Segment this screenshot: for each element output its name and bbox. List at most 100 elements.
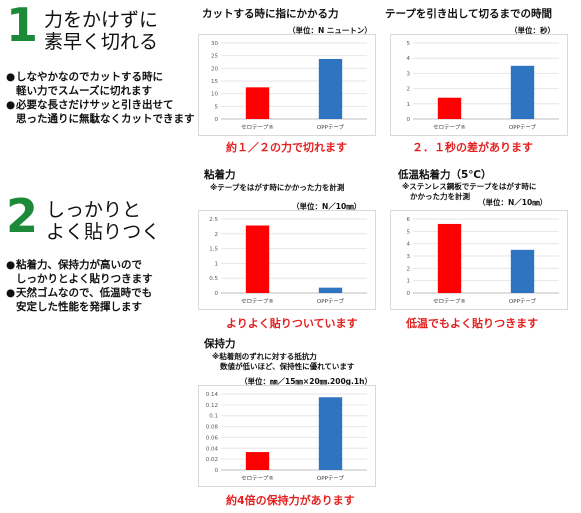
section1-heading-line1: 力をかけずに <box>44 9 159 31</box>
x-tick-label: OPPテープ <box>509 298 537 305</box>
x-tick-label: セロテープ® <box>241 124 274 131</box>
x-tick-label: セロテープ® <box>433 124 466 131</box>
section1-bullet-2: ●必要な長さだけサッと引き出せて 思った通りに無駄なくカットできます <box>6 99 195 126</box>
bullet-text: 安定した性能を発揮します <box>16 300 142 313</box>
y-tick-label: 0.5 <box>209 276 218 282</box>
cut-time-title: テープを引き出して切るまでの時間 <box>385 8 553 20</box>
bullet-dot-icon: ● <box>6 99 16 111</box>
section2-bullet-2: ●天然ゴムなので、低温時でも 安定した性能を発揮します <box>6 287 152 314</box>
holding-title: 保持力 <box>204 338 236 350</box>
y-tick-label: 1 <box>407 279 411 285</box>
section2-heading: しっかりと よく貼りつく <box>46 199 161 244</box>
bullet-dot-icon: ● <box>6 259 16 271</box>
bar <box>510 249 535 293</box>
cut-force-unit: （単位：N ニュートン） <box>288 26 372 35</box>
low-temp-caption: 低温でもよく貼りつきます <box>406 317 539 330</box>
y-tick-label: 15 <box>211 79 218 85</box>
section2-bullet-1: ●粘着力、保持力が高いので しっかりとよく貼りつきます <box>6 259 153 286</box>
bullet-text: 必要な長さだけサッと引き出せて <box>16 99 174 111</box>
y-tick-label: 5 <box>215 104 219 110</box>
y-tick-label: 1 <box>407 102 411 108</box>
bar <box>318 58 343 119</box>
cut-force-chart: 0 5 10 15 20 25 30 セロテープ® OPPテープ <box>198 34 376 136</box>
y-tick-label: 0 <box>215 291 219 297</box>
y-tick-label: 2 <box>407 266 411 272</box>
cut-time-caption: ２．１秒の差があります <box>412 141 533 154</box>
holding-note-line2: 数値が低いほど、保持性に優れています <box>220 362 355 371</box>
y-tick-label: 0 <box>407 291 411 297</box>
y-tick-label: 3 <box>407 71 411 77</box>
low-temp-note-line1: ※ステンレス鋼板でテープをはがす時に <box>402 182 537 191</box>
section1-bullet-1: ●しなやかなのでカットする時に 軽い力でスムーズに切れます <box>6 71 163 98</box>
low-temp-title: 低温粘着力（5℃） <box>398 169 492 181</box>
section1-heading-line2: 素早く切れる <box>44 30 159 53</box>
low-temp-note-line2: かかった力を計測 <box>410 192 470 201</box>
holding-caption: 約4倍の保持力があります <box>226 494 355 507</box>
y-tick-label: 0 <box>215 468 219 474</box>
holding-unit: （単位：㎜／15㎜×20㎜.200g.1h） <box>240 377 372 386</box>
cut-force-caption: 約１／２の力で切れます <box>226 141 347 154</box>
bar <box>437 97 462 119</box>
holding-note: ※粘着剤のずれに対する抵抗力 数値が低いほど、保持性に優れています <box>212 352 354 372</box>
section2-heading-line2: よく貼りつく <box>46 220 161 243</box>
y-tick-label: 20 <box>211 66 218 72</box>
adhesion-unit: （単位：N／10㎜） <box>292 202 362 211</box>
bar <box>318 287 343 293</box>
bullet-text: 天然ゴムなので、低温時でも <box>16 287 153 299</box>
y-tick-label: 0.02 <box>206 457 218 463</box>
cut-time-chart: 0 1 2 3 4 5 セロテープ® OPPテープ <box>390 34 568 136</box>
y-tick-label: 0 <box>215 117 219 123</box>
y-tick-label: 0.06 <box>206 435 219 441</box>
low-temp-note: ※ステンレス鋼板でテープをはがす時に かかった力を計測 <box>402 182 536 202</box>
y-tick-label: 0.1 <box>209 414 218 420</box>
y-tick-label: 0.08 <box>206 425 219 431</box>
low-temp-unit: （単位：N／10㎜） <box>478 198 548 207</box>
adhesion-plot: 0 0.5 1 1.5 2 2.5 セロテープ® OPPテープ <box>209 217 367 305</box>
bullet-dot-icon: ● <box>6 71 16 83</box>
y-tick-label: 4 <box>407 56 411 62</box>
adhesion-title: 粘着力 <box>204 169 236 181</box>
bar <box>245 452 270 470</box>
bullet-text: しなやかなのでカットする時に <box>16 71 163 83</box>
x-tick-label: セロテープ® <box>241 475 274 482</box>
bullet-text: 軽い力でスムーズに切れます <box>16 84 152 97</box>
y-tick-label: 30 <box>211 41 218 47</box>
section2-heading-line1: しっかりと <box>46 199 142 221</box>
cut-force-plot: 0 5 10 15 20 25 30 セロテープ® OPPテープ <box>211 41 367 131</box>
holding-note-line1: ※粘着剤のずれに対する抵抗力 <box>212 352 317 361</box>
bullet-text: 粘着力、保持力が高いので <box>16 259 142 271</box>
x-tick-label: OPPテープ <box>317 124 345 131</box>
y-tick-label: 5 <box>407 229 411 235</box>
bar <box>510 65 535 119</box>
y-tick-label: 1.5 <box>209 247 218 253</box>
section1-number: 1 <box>6 0 39 52</box>
y-tick-label: 0 <box>407 117 411 123</box>
cut-force-title: カットする時に指にかかる力 <box>202 8 339 20</box>
holding-plot: 0 0.02 0.04 0.06 0.08 0.1 0.12 0.14 セロテープ® OPPテープ <box>206 392 367 482</box>
adhesion-note: ※テープをはがす時にかかった力を計測 <box>210 183 345 192</box>
y-tick-label: 0.14 <box>206 392 219 398</box>
bar <box>245 87 270 119</box>
bullet-text: しっかりとよく貼りつきます <box>16 272 153 285</box>
x-tick-label: OPPテープ <box>317 475 345 482</box>
x-tick-label: セロテープ® <box>241 298 274 305</box>
bullet-text: 思った通りに無駄なくカットできます <box>16 112 195 125</box>
y-tick-label: 10 <box>211 92 218 98</box>
y-tick-label: 1 <box>215 261 219 267</box>
y-tick-label: 2 <box>215 232 219 238</box>
y-tick-label: 2.5 <box>209 217 218 223</box>
y-tick-label: 5 <box>407 41 411 47</box>
y-tick-label: 25 <box>211 54 218 60</box>
y-tick-label: 4 <box>407 242 411 248</box>
cut-time-plot: 0 1 2 3 4 5 セロテープ® OPPテープ <box>407 41 559 131</box>
y-tick-label: 3 <box>407 254 411 260</box>
adhesion-chart: 0 0.5 1 1.5 2 2.5 セロテープ® OPPテープ <box>198 210 376 310</box>
x-tick-label: セロテープ® <box>433 298 466 305</box>
bar <box>437 223 462 293</box>
low-temp-plot: 0 1 2 3 4 5 6 セロテープ® OPPテープ <box>407 217 559 305</box>
adhesion-caption: よりよく貼りついています <box>226 317 358 330</box>
x-tick-label: OPPテープ <box>317 298 345 305</box>
y-tick-label: 0.04 <box>206 446 219 452</box>
section2-number: 2 <box>6 189 39 243</box>
low-temp-chart: 0 1 2 3 4 5 6 セロテープ® OPPテープ <box>390 210 568 310</box>
